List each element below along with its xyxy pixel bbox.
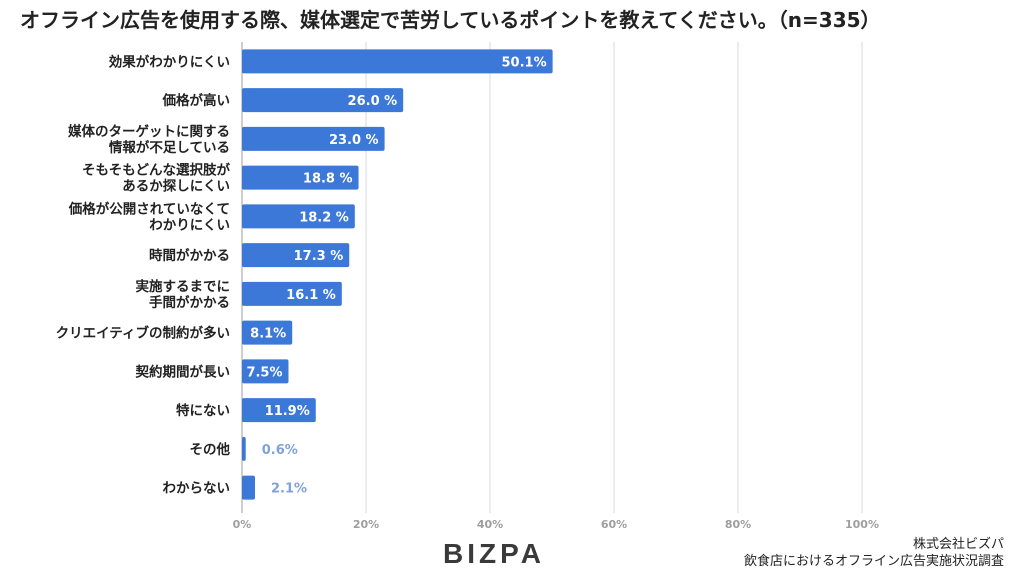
category-label: 価格が高い (162, 92, 231, 109)
survey-credit: 株式会社ビズパ 飲食店におけるオフライン広告実施状況調査 (744, 536, 1004, 570)
company-name: 株式会社ビズパ (912, 537, 1004, 552)
category-label: 実施するまでに手間がかかる (136, 278, 231, 311)
category-label-line: わからない (163, 481, 231, 497)
category-label: わからない (163, 481, 231, 497)
bar-value-label: 11.9% (265, 404, 310, 419)
bar (242, 243, 350, 268)
bar-value-label: 18.8 % (303, 172, 353, 187)
bar-value-label: 8.1% (250, 327, 286, 342)
category-label-line: 実施するまでに (136, 278, 231, 295)
bar (242, 88, 404, 113)
bar (242, 165, 359, 190)
category-label-line: あるか探しにくい (122, 178, 230, 195)
bar-value-label: 7.5% (246, 365, 282, 380)
category-label-line: 手間がかかる (149, 294, 230, 311)
category-label: そもそもどんな選択肢があるか探しにくい (82, 162, 230, 195)
category-label: クリエイティブの制約が多い (56, 325, 230, 342)
bar (242, 281, 342, 306)
category-label: 契約期間が長い (135, 363, 231, 380)
category-label-line: そもそもどんな選択肢が (82, 162, 230, 179)
chart-title: オフライン広告を使用する際、媒体選定で苦労しているポイントを教えてください。（n… (20, 8, 881, 32)
category-label-line: 価格が公開されていなくて (68, 200, 230, 217)
category-label: 媒体のターゲットに関する情報が不足している (68, 123, 230, 156)
category-labels: 効果がわかりにくい価格が高い媒体のターゲットに関する情報が不足しているそもそもど… (56, 53, 231, 496)
bar-value-label: 50.1% (502, 55, 547, 70)
category-label-line: 効果がわかりにくい (109, 53, 230, 70)
bar (242, 126, 385, 151)
x-tick-label: 20% (353, 518, 379, 531)
category-label-line: 特にない (176, 402, 230, 419)
bar (242, 204, 355, 229)
category-label: 特にない (176, 402, 230, 419)
category-label-line: その他 (190, 441, 231, 458)
bar-value-label: 23.0 % (329, 133, 379, 148)
bar (242, 49, 553, 74)
category-label-line: 時間がかかる (149, 247, 230, 264)
bizpa-logo: BIZPA (443, 538, 545, 569)
category-label-line: 媒体のターゲットに関する (68, 123, 230, 140)
category-label-line: 契約期間が長い (135, 363, 231, 380)
bar (242, 359, 289, 384)
x-tick-label: 100% (845, 518, 879, 531)
category-label-line: わかりにくい (149, 217, 230, 233)
bar-value-label: 2.1% (271, 482, 307, 497)
x-axis-ticks: 0% 20% 40% 60% 80% 100% (233, 518, 879, 531)
bar (242, 398, 316, 423)
gridlines (241, 42, 863, 513)
bar (242, 475, 256, 500)
bar (242, 436, 246, 461)
bar-value-label: 16.1 % (286, 288, 336, 303)
category-label: 時間がかかる (149, 247, 230, 264)
bar-value-label: 18.2 % (299, 210, 349, 225)
bar-value-label: 0.6% (262, 443, 298, 458)
bar (242, 320, 293, 345)
x-tick-label: 0% (233, 518, 252, 531)
x-tick-label: 60% (601, 518, 627, 531)
bar-value-label: 17.3 % (294, 249, 344, 264)
category-label-line: クリエイティブの制約が多い (56, 325, 230, 342)
category-label-line: 情報が不足している (109, 139, 230, 156)
category-label: その他 (190, 441, 231, 458)
bar-value-label: 26.0 % (348, 94, 398, 109)
category-label-line: 価格が高い (162, 92, 231, 109)
x-tick-label: 80% (725, 518, 751, 531)
x-tick-label: 40% (477, 518, 503, 531)
bars: 50.1% 26.0 % 23.0 % 18.8 % 18.2 % 17.3 % 16.1 … (242, 49, 553, 500)
category-label: 価格が公開されていなくてわかりにくい (68, 200, 230, 233)
category-label: 効果がわかりにくい (109, 53, 230, 70)
survey-name: 飲食店におけるオフライン広告実施状況調査 (743, 554, 1004, 569)
